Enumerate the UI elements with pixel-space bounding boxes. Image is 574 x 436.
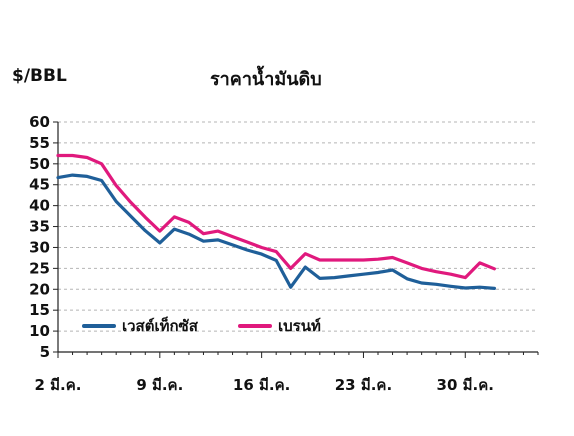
y-tick-label: 20: [29, 280, 50, 298]
series-lines: [56, 153, 496, 290]
x-tick-label: 30 มี.ค.: [437, 376, 494, 394]
y-tick-label: 35: [29, 218, 50, 236]
legend-item-wti: เวสต์เท็กซัส: [82, 314, 198, 338]
x-tick-labels: 2 มี.ค. 9 มี.ค. 16 มี.ค. 23 มี.ค. 30 มี.ค.: [35, 376, 494, 394]
gridlines: [58, 121, 538, 332]
y-tick-label: 25: [29, 259, 50, 277]
y-tick-label: 30: [29, 238, 50, 256]
legend-label-brent: เบรนท์: [278, 317, 321, 335]
x-tick-label: 9 มี.ค.: [136, 376, 183, 394]
y-tick-label: 15: [29, 301, 50, 319]
series-line-brent: [56, 153, 496, 280]
y-tick-label: 5: [40, 343, 50, 361]
axes: [53, 121, 539, 358]
legend-swatch-wti: [82, 324, 116, 328]
y-tick-label: 45: [29, 176, 50, 194]
y-tick-labels: 5 10 15 20 25 30 35 40 45 50 55 60: [29, 113, 50, 361]
chart-title: ราคาน้ำมันดิบ: [210, 69, 322, 90]
x-tick-label: 16 มี.ค.: [233, 376, 290, 394]
y-tick-label: 55: [29, 134, 50, 152]
legend-item-brent: เบรนท์: [238, 314, 321, 338]
y-tick-label: 40: [29, 197, 50, 215]
x-tick-label: 2 มี.ค.: [35, 376, 82, 394]
y-tick-label: 50: [29, 155, 50, 173]
y-tick-label: 60: [29, 113, 50, 131]
legend-label-wti: เวสต์เท็กซัส: [122, 317, 198, 335]
y-tick-label: 10: [29, 322, 50, 340]
series-line-wti: [56, 173, 496, 290]
y-axis-unit-label: $/BBL: [12, 66, 67, 86]
x-tick-label: 23 มี.ค.: [335, 376, 392, 394]
legend-swatch-brent: [238, 324, 272, 328]
